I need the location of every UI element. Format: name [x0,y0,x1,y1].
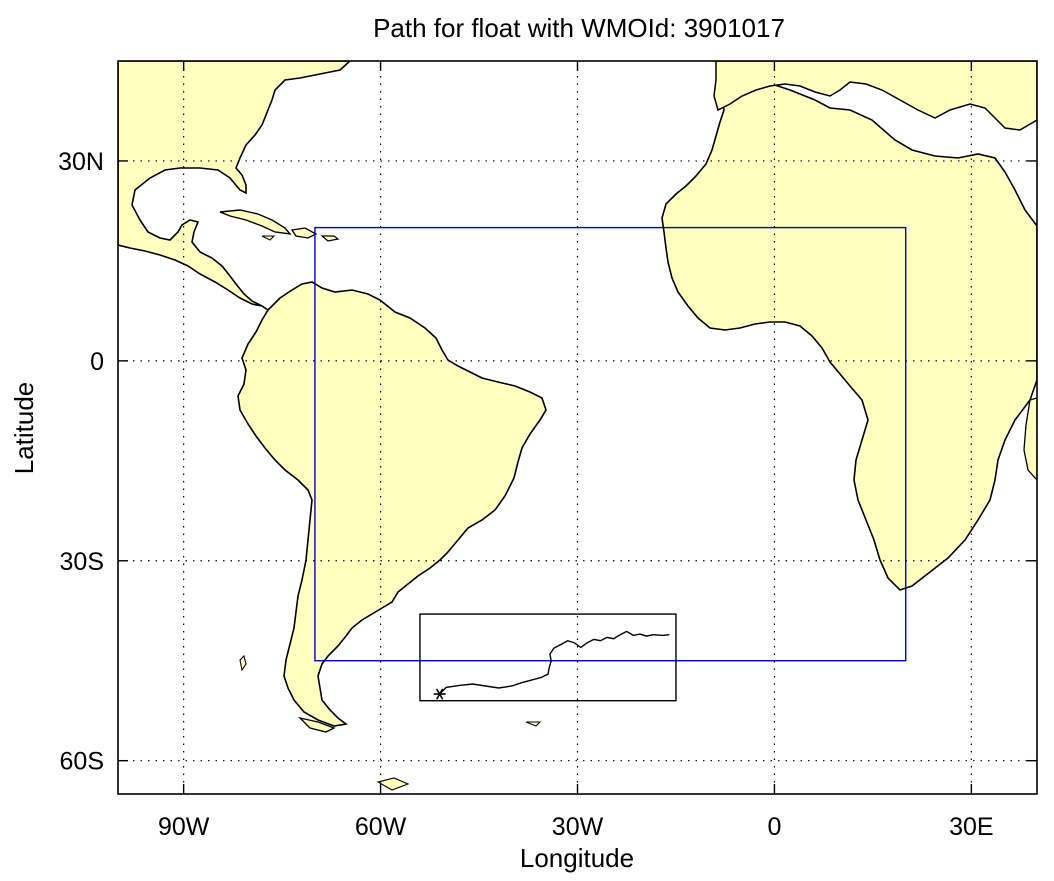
x-tick-label: 0 [767,813,781,841]
y-tick-label: 30N [58,148,104,176]
y-tick-label: 60S [60,748,104,776]
africa-landmass [661,67,1037,591]
zoom-box [419,613,677,702]
graticule-grid [118,61,1037,794]
y-axis-label: Latitude [9,382,39,475]
x-axis-ticks: 90W 60W 30W 0 30E [158,61,994,841]
y-axis-ticks: 30N 0 30S 60S [58,148,1037,776]
x-tick-label: 60W [355,813,407,841]
y-tick-label: 30S [60,548,104,576]
map-title: Path for float with WMOId: 3901017 [373,13,785,43]
asterisk-stroke [435,688,444,700]
region-box [314,226,907,662]
float-start-marker [433,688,446,700]
y-tick-label: 0 [90,348,104,376]
north-america-landmass [118,61,352,311]
x-tick-label: 30W [552,813,604,841]
madagascar-landmass [1023,397,1037,481]
float-track-line [439,630,670,695]
x-tick-label: 90W [158,813,210,841]
x-tick-label: 30E [949,813,993,841]
x-axis-label: Longitude [520,843,634,873]
caribbean-islands [219,209,292,235]
